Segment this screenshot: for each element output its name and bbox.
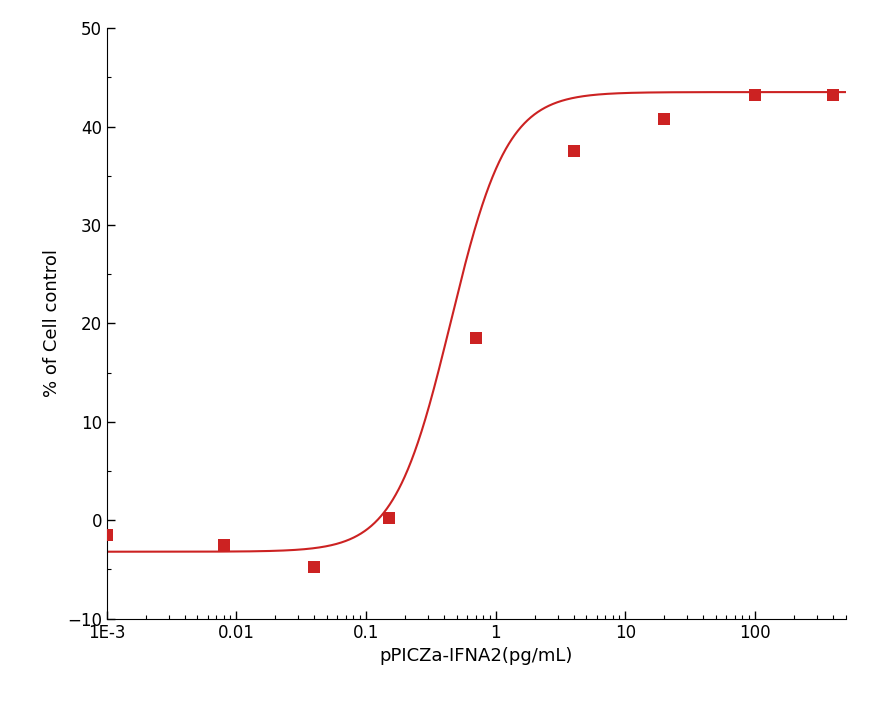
Y-axis label: % of Cell control: % of Cell control	[44, 250, 61, 397]
Point	[748, 89, 762, 101]
X-axis label: pPICZa-IFNA2(pg/mL): pPICZa-IFNA2(pg/mL)	[379, 647, 573, 665]
Point	[826, 89, 840, 101]
Point	[567, 146, 581, 157]
Point	[382, 512, 396, 524]
Point	[100, 529, 114, 541]
Point	[307, 562, 321, 573]
Point	[468, 333, 482, 344]
Point	[657, 113, 671, 124]
Point	[217, 539, 231, 550]
